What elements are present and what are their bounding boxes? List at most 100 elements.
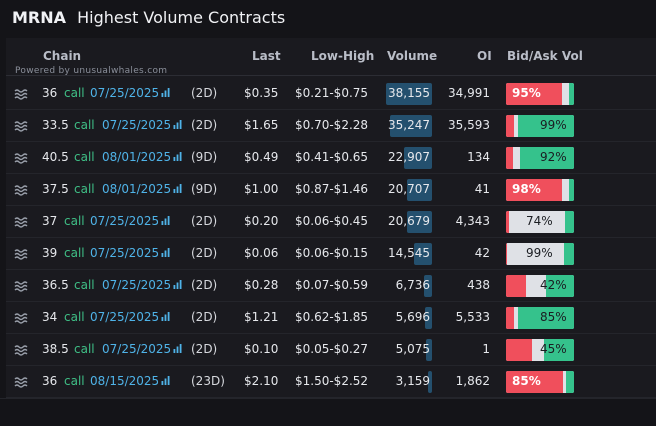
volume-cell: 6,736 — [386, 275, 432, 297]
days-to-expiry: (2D) — [191, 118, 218, 132]
ask-segment — [520, 147, 574, 169]
header-low-high[interactable]: Low-High — [311, 49, 375, 63]
bar-chart-icon — [173, 280, 182, 289]
bid-segment — [506, 339, 532, 361]
expiry-date[interactable]: 07/25/2025 — [90, 86, 170, 100]
table-row[interactable]: 37.5 call 08/01/2025 (9D) $1.00 $0.87-$1… — [6, 174, 656, 206]
ask-segment — [518, 307, 574, 329]
expiry-date[interactable]: 07/25/2025 — [90, 310, 170, 324]
volume-bar — [414, 243, 432, 265]
last-price: $1.21 — [244, 310, 279, 324]
option-type: call — [74, 182, 95, 196]
title-text: Highest Volume Contracts — [77, 8, 286, 27]
table-row[interactable]: 40.5 call 08/01/2025 (9D) $0.49 $0.41-$0… — [6, 142, 656, 174]
open-interest: 1 — [482, 342, 490, 356]
table-row[interactable]: 33.5 call 07/25/2025 (2D) $1.65 $0.70-$2… — [6, 110, 656, 142]
table-row[interactable]: 38.5 call 07/25/2025 (2D) $0.10 $0.05-$0… — [6, 334, 656, 366]
last-price: $0.49 — [244, 150, 279, 164]
expiry-date[interactable]: 07/25/2025 — [90, 214, 170, 228]
option-type: call — [64, 86, 85, 100]
option-type: call — [74, 150, 95, 164]
mid-segment — [514, 115, 518, 137]
bid-segment — [506, 83, 562, 105]
expiry-date[interactable]: 07/25/2025 — [90, 246, 170, 260]
low-high-range: $0.70-$2.28 — [295, 118, 369, 132]
header-oi[interactable]: OI — [477, 49, 492, 63]
bar-chart-icon — [161, 376, 170, 385]
table-row[interactable]: 36.5 call 07/25/2025 (2D) $0.28 $0.07-$0… — [6, 270, 656, 302]
expiry-date[interactable]: 08/01/2025 — [102, 150, 182, 164]
option-type: call — [74, 278, 95, 292]
ask-segment — [569, 83, 574, 105]
open-interest: 438 — [467, 278, 490, 292]
waves-icon[interactable] — [14, 376, 28, 388]
bid-segment — [506, 307, 514, 329]
mid-segment — [513, 147, 520, 169]
bar-chart-icon — [161, 312, 170, 321]
bid-segment — [506, 371, 563, 393]
table-row[interactable]: 36 call 08/15/2025 (23D) $2.10 $1.50-$2.… — [6, 366, 656, 398]
waves-icon[interactable] — [14, 152, 28, 164]
table-row[interactable]: 39 call 07/25/2025 (2D) $0.06 $0.06-$0.1… — [6, 238, 656, 270]
header-volume[interactable]: Volume — [387, 49, 438, 63]
ask-segment — [564, 243, 574, 265]
header-bid-ask-vol[interactable]: Bid/Ask Vol — [507, 49, 583, 63]
waves-icon[interactable] — [14, 120, 28, 132]
expiry-date[interactable]: 08/15/2025 — [90, 374, 170, 388]
table-row[interactable]: 34 call 07/25/2025 (2D) $1.21 $0.62-$1.8… — [6, 302, 656, 334]
bid-ask-bar: 45% — [506, 339, 574, 361]
mid-segment — [526, 275, 546, 297]
open-interest: 4,343 — [455, 214, 490, 228]
bid-ask-percent: 99% — [540, 118, 567, 132]
low-high-range: $0.06-$0.15 — [295, 246, 369, 260]
table-row[interactable]: 37 call 07/25/2025 (2D) $0.20 $0.06-$0.4… — [6, 206, 656, 238]
expiry-text: 07/25/2025 — [90, 246, 160, 260]
open-interest: 42 — [474, 246, 490, 260]
strike-price: 37.5 — [42, 182, 69, 196]
open-interest: 5,533 — [455, 310, 490, 324]
waves-icon[interactable] — [14, 312, 28, 324]
volume-cell: 38,155 — [386, 83, 432, 105]
volume-value: 5,696 — [395, 310, 430, 324]
bid-segment — [506, 243, 507, 265]
volume-value: 20,707 — [388, 182, 430, 196]
mid-segment — [507, 243, 564, 265]
expiry-date[interactable]: 07/25/2025 — [102, 278, 182, 292]
days-to-expiry: (2D) — [191, 86, 218, 100]
waves-icon[interactable] — [14, 344, 28, 356]
waves-icon[interactable] — [14, 216, 28, 228]
ticker-symbol: MRNA — [12, 8, 67, 27]
expiry-date[interactable]: 08/01/2025 — [102, 182, 182, 196]
header-chain[interactable]: Chain — [43, 49, 82, 63]
low-high-range: $1.50-$2.52 — [295, 374, 369, 388]
bid-ask-percent: 74% — [526, 214, 553, 228]
waves-icon[interactable] — [14, 184, 28, 196]
volume-bar — [390, 115, 432, 137]
ask-segment — [565, 211, 574, 233]
expiry-text: 07/25/2025 — [102, 118, 172, 132]
low-high-range: $0.07-$0.59 — [295, 278, 369, 292]
expiry-date[interactable]: 07/25/2025 — [102, 342, 182, 356]
volume-value: 6,736 — [395, 278, 430, 292]
low-high-range: $0.06-$0.45 — [295, 214, 369, 228]
bar-chart-icon — [173, 120, 182, 129]
open-interest: 41 — [474, 182, 490, 196]
footer — [0, 398, 656, 426]
table-row[interactable]: 36 call 07/25/2025 (2D) $0.35 $0.21-$0.7… — [6, 78, 656, 110]
expiry-date[interactable]: 07/25/2025 — [102, 118, 182, 132]
volume-bar — [426, 339, 432, 361]
option-type: call — [74, 342, 95, 356]
last-price: $0.20 — [244, 214, 279, 228]
header-last[interactable]: Last — [252, 49, 281, 63]
bid-ask-bar: 85% — [506, 371, 574, 393]
bar-chart-icon — [161, 216, 170, 225]
bid-ask-bar: 92% — [506, 147, 574, 169]
strike-price: 33.5 — [42, 118, 69, 132]
waves-icon[interactable] — [14, 280, 28, 292]
volume-cell: 20,707 — [386, 179, 432, 201]
waves-icon[interactable] — [14, 248, 28, 260]
low-high-range: $0.21-$0.75 — [295, 86, 369, 100]
waves-icon[interactable] — [14, 88, 28, 100]
bar-chart-icon — [161, 248, 170, 257]
ask-segment — [546, 275, 574, 297]
